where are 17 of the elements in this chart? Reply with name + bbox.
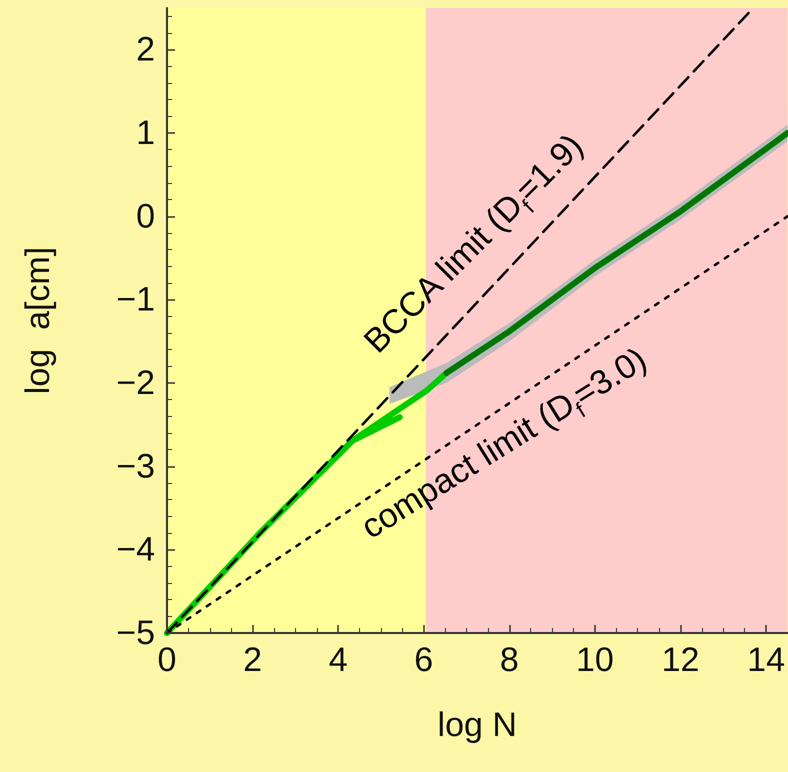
x-tick-label: 6 [414, 641, 434, 679]
y-tick-label: 0 [136, 197, 155, 236]
x-tick-label: 2 [243, 641, 262, 679]
y-tick-label: −4 [116, 530, 155, 569]
x-tick-label: 10 [576, 641, 614, 679]
y-tick-label: −2 [116, 364, 155, 402]
x-tick-label: 14 [747, 641, 786, 679]
y-tick-label: 2 [136, 30, 155, 69]
y-tick-label: −1 [116, 280, 155, 319]
y-tick-label: −5 [116, 614, 155, 652]
y-tick-label: 1 [136, 114, 155, 152]
x-tick-label: 12 [662, 641, 700, 679]
y-tick-label: −3 [116, 447, 155, 486]
x-axis-title: log N [438, 706, 517, 744]
x-tick-label: 4 [328, 641, 348, 679]
y-axis-title: log a[cm] [19, 246, 57, 394]
x-tick-label: 8 [500, 641, 519, 679]
